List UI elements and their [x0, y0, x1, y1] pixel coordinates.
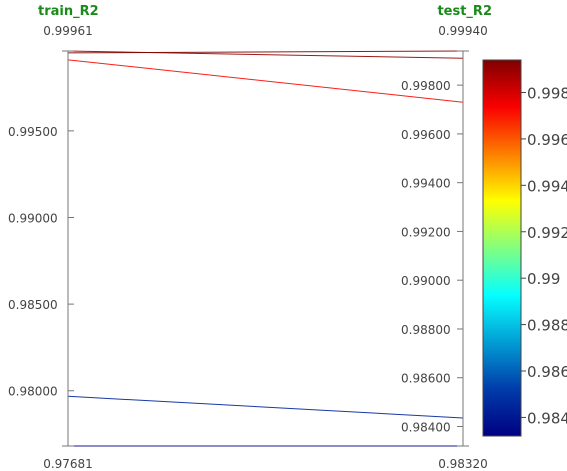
- axis-tick-label: 0.98800: [401, 323, 451, 337]
- axis-range-max-train_R2: 0.99961: [43, 24, 93, 38]
- axis-range-min-test_R2: 0.98320: [438, 457, 488, 471]
- colorbar-tick-label: 0.996: [527, 131, 567, 149]
- colorbar-gradient: [482, 59, 522, 437]
- data-lines: [67, 50, 464, 447]
- axis-tick-label: 0.99600: [401, 128, 451, 142]
- axis-tick-label: 0.99500: [8, 125, 58, 139]
- axis-tick-label: 0.99200: [401, 225, 451, 239]
- axis-title-test_R2: test_R2: [437, 4, 492, 19]
- axis-tick-label: 0.99000: [401, 274, 451, 288]
- axis-tick-label: 0.99400: [401, 177, 451, 191]
- axis-tick-label: 0.98600: [401, 372, 451, 386]
- axes: train_R2 0.99961 0.97681 0.98000 0.98500 0.99…: [8, 4, 492, 471]
- data-line-4[interactable]: [67, 395, 464, 419]
- data-line-2[interactable]: [67, 50, 464, 54]
- colorbar-tick-label: 0.998: [527, 84, 567, 102]
- colorbar-tick-label: 0.984: [527, 409, 567, 427]
- colorbar-tick-label: 0.994: [527, 177, 567, 195]
- axis-tick-label: 0.99800: [401, 79, 451, 93]
- axis-tick-label: 0.98400: [401, 420, 451, 434]
- axis-tick-label: 0.98000: [8, 385, 58, 399]
- colorbar-tick-label: 0.986: [527, 363, 567, 381]
- colorbar-tick-label: 0.99: [527, 270, 560, 288]
- axis-range-max-test_R2: 0.99940: [438, 24, 488, 38]
- data-line-3[interactable]: [67, 59, 464, 103]
- colorbar: 0.984 0.986 0.988 0.99 0.992 0.994 0.996 0.998: [482, 59, 567, 437]
- axis-tick-label: 0.98500: [8, 298, 58, 312]
- axis-title-train_R2: train_R2: [38, 4, 99, 19]
- axis-tick-label: 0.99000: [8, 211, 58, 225]
- colorbar-tick-label: 0.992: [527, 224, 567, 242]
- axis-range-min-train_R2: 0.97681: [43, 457, 93, 471]
- colorbar-tick-label: 0.988: [527, 317, 567, 335]
